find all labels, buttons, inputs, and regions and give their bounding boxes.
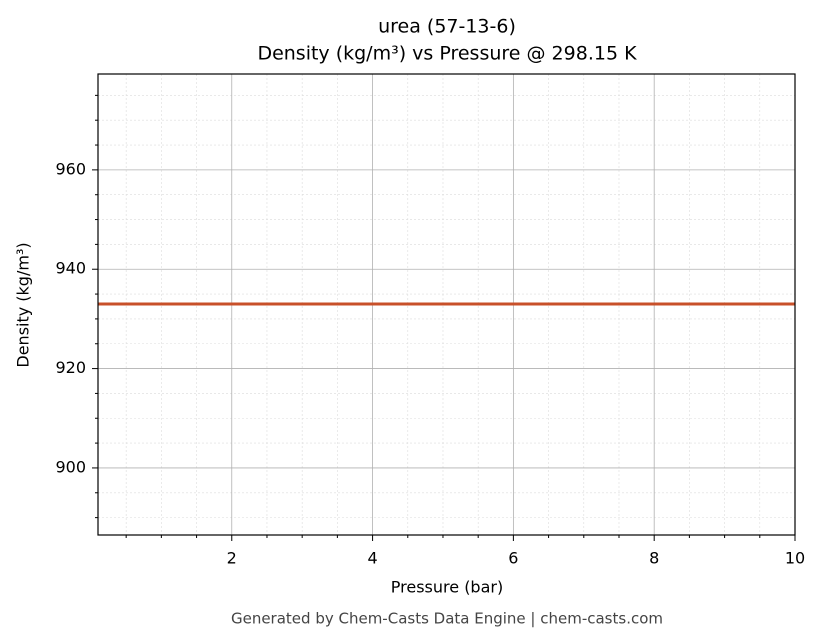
chart-subtitle: Density (kg/m³) vs Pressure @ 298.15 K xyxy=(257,43,637,65)
y-tick-label: 940 xyxy=(55,259,86,278)
y-tick-label: 920 xyxy=(55,358,86,377)
plot-frame xyxy=(97,73,796,536)
x-axis-label: Pressure (bar) xyxy=(391,578,503,597)
footer: Generated by Chem-Casts Data Engine | ch… xyxy=(231,610,663,628)
chart-title: urea (57-13-6) xyxy=(378,16,516,38)
x-tick-label: 10 xyxy=(785,549,805,568)
x-tick-label: 8 xyxy=(649,549,659,568)
y-axis-label: Density (kg/m³) xyxy=(14,242,33,367)
x-tick-label: 6 xyxy=(508,549,518,568)
x-tick-label: 2 xyxy=(227,549,237,568)
y-tick-label: 900 xyxy=(55,457,86,476)
y-tick-label: 960 xyxy=(55,159,86,178)
x-tick-label: 4 xyxy=(367,549,377,568)
